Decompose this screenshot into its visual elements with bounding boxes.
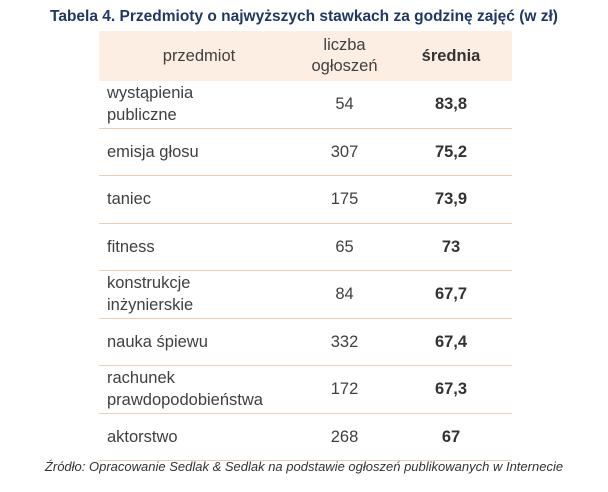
row-ad-count: 175 [299,175,390,224]
row-ad-count: 307 [299,128,390,176]
row-average: 73 [390,223,512,271]
row-subject: aktorstwo [99,413,299,461]
rates-table: przedmiot liczba ogłoszeń średnia wystąp… [99,31,512,461]
row-subject: nauka śpiewu [99,318,299,366]
table-row: rachunek prawdopodobieństwa 172 67,3 [99,365,512,414]
row-average: 83,8 [390,81,512,129]
row-subject: konstrukcje inżynierskie [99,270,299,319]
table-row: emisja głosu 307 75,2 [99,128,512,176]
row-subject-line1: rachunek [107,369,175,388]
row-subject-line1: aktorstwo [107,427,178,446]
header-ad-count-line1: liczba [323,36,366,54]
row-average: 75,2 [390,128,512,176]
row-ad-count: 84 [299,270,390,319]
row-subject-line1: emisja głosu [107,142,199,161]
row-ad-count: 332 [299,318,390,366]
table-title: Tabela 4. Przedmioty o najwyższych stawk… [50,8,558,25]
row-average: 73,9 [390,175,512,224]
row-subject: wystąpienia publiczne [99,81,299,129]
row-subject: taniec [99,175,299,224]
row-ad-count: 65 [299,223,390,271]
row-subject-line2: prawdopodobieństwa [107,391,263,410]
row-subject-line2: publiczne [107,106,177,125]
row-average: 67,3 [390,365,512,414]
row-average: 67,4 [390,318,512,366]
table-row: wystąpienia publiczne 54 83,8 [99,81,512,129]
header-average: średnia [390,31,512,81]
table-row: taniec 175 73,9 [99,175,512,224]
row-subject-line1: nauka śpiewu [107,332,208,351]
header-ad-count: liczba ogłoszeń [299,31,390,81]
row-subject: emisja głosu [99,128,299,176]
row-subject-line1: wystąpienia [107,84,194,103]
row-subject: fitness [99,223,299,271]
row-subject-line1: taniec [107,190,152,209]
table-header-row: przedmiot liczba ogłoszeń średnia [99,31,512,81]
header-subject: przedmiot [99,31,299,81]
table-row: konstrukcje inżynierskie 84 67,7 [99,270,512,319]
row-ad-count: 54 [299,81,390,129]
row-average: 67,7 [390,270,512,319]
row-subject: rachunek prawdopodobieństwa [99,365,299,414]
row-subject-line1: konstrukcje [107,274,191,293]
row-subject-line2: inżynierskie [107,296,194,315]
source-note: Źródło: Opracowanie Sedlak & Sedlak na p… [44,459,564,474]
row-subject-line1: fitness [107,237,155,256]
table-row: fitness 65 73 [99,223,512,271]
row-average: 67 [390,413,512,461]
header-ad-count-line2: ogłoszeń [311,57,378,75]
row-ad-count: 172 [299,365,390,414]
table-row: aktorstwo 268 67 [99,413,512,461]
row-ad-count: 268 [299,413,390,461]
table-row: nauka śpiewu 332 67,4 [99,318,512,366]
